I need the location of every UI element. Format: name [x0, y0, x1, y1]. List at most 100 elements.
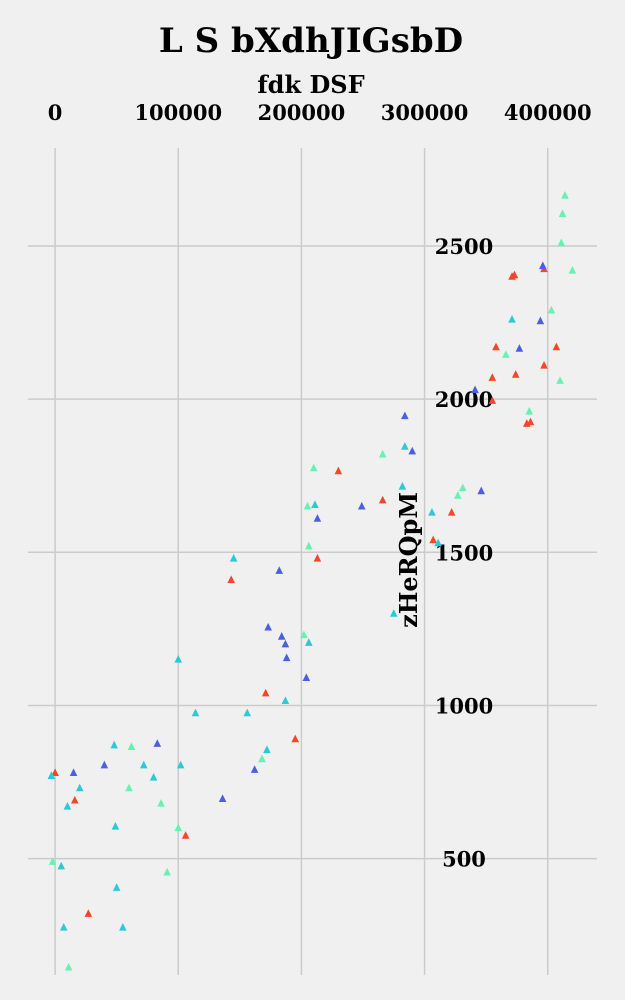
data-point — [378, 495, 387, 504]
data-point — [408, 446, 417, 455]
data-point — [547, 305, 556, 314]
data-point — [471, 385, 479, 394]
data-point — [258, 754, 266, 763]
data-point — [139, 760, 148, 769]
data-point — [174, 823, 183, 832]
x-tick-label: 300000 — [381, 100, 469, 125]
data-point — [305, 638, 313, 646]
data-point — [281, 639, 290, 648]
data-point — [174, 655, 183, 663]
data-point — [311, 500, 319, 508]
data-points — [47, 190, 577, 971]
y-axis-label: zHeRQpM — [394, 492, 423, 628]
data-point — [264, 622, 272, 631]
data-point — [552, 342, 561, 351]
data-point — [526, 417, 535, 426]
data-point — [181, 831, 190, 839]
data-point — [282, 653, 291, 662]
data-point — [176, 760, 185, 769]
data-point — [63, 802, 72, 810]
data-point — [57, 861, 66, 870]
data-point — [556, 376, 564, 384]
y-tick-label: 500 — [442, 847, 486, 872]
data-point — [313, 514, 322, 522]
data-point — [398, 481, 407, 490]
data-point — [357, 501, 366, 510]
data-point — [458, 483, 467, 492]
data-point — [557, 238, 566, 247]
data-point — [429, 535, 437, 544]
data-point — [515, 344, 524, 352]
x-tick-label: 100000 — [134, 100, 222, 125]
data-point — [525, 406, 534, 415]
data-point — [125, 783, 133, 792]
y-tick-label: 1000 — [435, 693, 493, 718]
data-point — [313, 553, 322, 562]
data-point — [428, 507, 436, 516]
data-point — [568, 266, 577, 274]
data-point — [218, 794, 227, 803]
data-point — [540, 360, 548, 369]
data-point — [281, 696, 290, 705]
chart-title: L S bXdhJIGsbD — [159, 21, 463, 61]
data-point — [303, 501, 312, 510]
data-point — [502, 350, 510, 358]
data-point — [536, 316, 545, 325]
x-tick-label: 400000 — [504, 100, 592, 125]
data-point — [71, 795, 79, 804]
data-point — [243, 708, 252, 717]
data-point — [112, 883, 121, 891]
data-point — [401, 411, 409, 420]
data-point — [305, 541, 313, 550]
data-point — [59, 923, 68, 931]
data-point — [119, 923, 127, 931]
data-point — [275, 566, 284, 574]
data-point — [334, 466, 343, 475]
data-point — [300, 630, 308, 639]
data-point — [149, 772, 158, 781]
grid-lines — [28, 148, 597, 975]
data-point — [447, 507, 456, 516]
data-point — [163, 867, 171, 876]
data-point — [454, 491, 462, 499]
y-tick-label: 2500 — [435, 234, 493, 259]
data-point — [261, 688, 270, 697]
data-point — [191, 708, 200, 717]
data-point — [75, 783, 84, 792]
data-point — [229, 553, 238, 562]
data-point — [127, 742, 136, 750]
data-point — [51, 768, 59, 776]
data-point — [153, 739, 162, 747]
data-point — [227, 575, 236, 584]
data-point — [401, 442, 409, 450]
data-point — [302, 673, 311, 682]
data-point — [389, 609, 398, 617]
x-tick-label: 200000 — [258, 100, 346, 125]
data-point — [291, 734, 300, 743]
data-point — [488, 373, 497, 381]
y-tick-label: 2000 — [435, 387, 493, 412]
data-point — [508, 315, 516, 323]
data-point — [64, 962, 73, 971]
data-point — [477, 486, 486, 495]
data-point — [250, 765, 259, 773]
x-tick-label: 0 — [48, 100, 63, 125]
data-point — [488, 396, 497, 404]
data-point — [511, 370, 520, 378]
data-point — [84, 909, 93, 917]
data-point — [47, 771, 56, 780]
data-point — [378, 449, 387, 458]
x-axis-label: fdk DSF — [257, 70, 364, 99]
data-point — [111, 821, 120, 830]
data-point — [277, 632, 286, 640]
y-tick-label: 1500 — [435, 540, 493, 565]
data-point — [110, 740, 119, 749]
tick-labels: 0 100000 200000 300000 400000 500 1000 1500 2000… — [48, 100, 592, 872]
data-point — [100, 760, 109, 769]
data-point — [561, 190, 569, 199]
data-point — [492, 342, 500, 351]
data-point — [69, 768, 78, 776]
data-point — [263, 745, 271, 754]
